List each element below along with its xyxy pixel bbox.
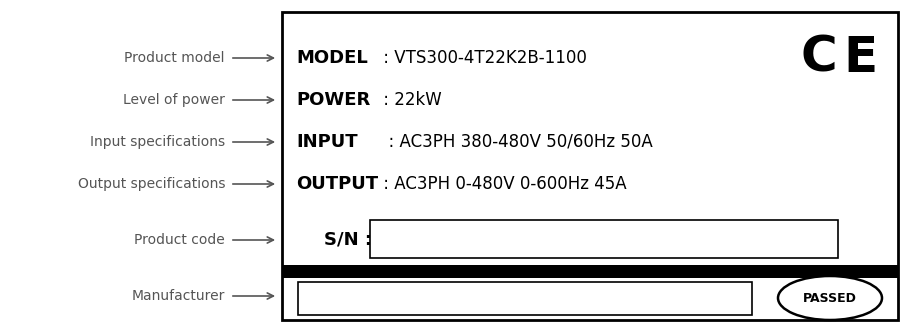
Text: INPUT: INPUT [296, 133, 358, 151]
Text: S/N :: S/N : [324, 231, 372, 249]
Text: PASSED: PASSED [803, 292, 857, 305]
Text: Product model: Product model [125, 51, 225, 65]
Text: POWER: POWER [296, 91, 370, 109]
Text: : AC3PH 0-480V 0-600Hz 45A: : AC3PH 0-480V 0-600Hz 45A [378, 175, 627, 193]
Text: : VTS300-4T22K2B-1100: : VTS300-4T22K2B-1100 [378, 49, 587, 67]
Text: E: E [843, 34, 877, 82]
Text: : 22kW: : 22kW [378, 91, 441, 109]
Text: : AC3PH 380-480V 50/60Hz 50A: : AC3PH 380-480V 50/60Hz 50A [378, 133, 652, 151]
Bar [282, 12, 898, 320]
Text: Output specifications: Output specifications [77, 177, 225, 191]
Bar [298, 282, 752, 315]
Text: OUTPUT: OUTPUT [296, 175, 379, 193]
Text: MODEL: MODEL [296, 49, 368, 67]
Text: Product code: Product code [135, 233, 225, 247]
Text: Manufacturer: Manufacturer [132, 289, 225, 303]
Text: Level of power: Level of power [123, 93, 225, 107]
Bar [282, 265, 898, 278]
Bar [370, 220, 838, 258]
Ellipse shape [778, 276, 882, 320]
Text: Input specifications: Input specifications [90, 135, 225, 149]
Text: C: C [800, 34, 837, 82]
